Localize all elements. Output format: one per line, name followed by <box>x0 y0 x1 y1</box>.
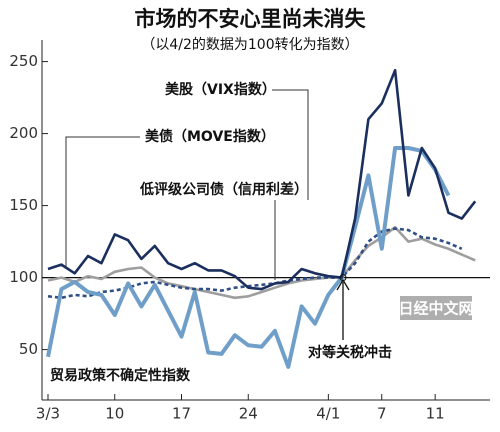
series-line <box>47 225 476 300</box>
series-label: 低评级公司债（信用利差） <box>139 181 308 198</box>
leader-line <box>272 89 309 200</box>
impact-marker <box>339 274 347 282</box>
y-tick-label: 100 <box>9 268 38 286</box>
watermark: 日经中文网 <box>398 300 473 318</box>
x-tick-label: 10 <box>105 405 124 423</box>
x-tick-label: 24 <box>239 405 258 423</box>
y-tick-label: 150 <box>9 196 38 214</box>
series-label: 贸易政策不确定性指数 <box>50 367 191 384</box>
watermark-box <box>400 296 472 320</box>
x-tick-label: 7 <box>377 405 387 423</box>
y-tick-label: 50 <box>19 340 38 358</box>
leader-line <box>65 136 140 268</box>
x-tick-label: 3/3 <box>36 405 60 423</box>
chart-subtitle: （以4/2的数据为100转化为指数） <box>141 37 358 53</box>
series-line <box>47 68 477 291</box>
chart-title: 市场的不安心里尚未消失 <box>135 7 367 31</box>
x-tick-label: 4/1 <box>316 405 340 423</box>
x-tick-label: 17 <box>172 405 191 423</box>
series-line <box>46 146 451 369</box>
annotation: 对等关税冲击 <box>308 344 392 361</box>
series-line <box>47 227 463 300</box>
x-tick-label: 11 <box>426 405 445 423</box>
y-tick-label: 250 <box>9 52 38 70</box>
y-tick-label: 200 <box>9 124 38 142</box>
arrow-head <box>336 278 350 291</box>
series-label: 美债（MOVE指数） <box>145 128 275 145</box>
series-label: 美股（VIX指数） <box>165 81 276 98</box>
